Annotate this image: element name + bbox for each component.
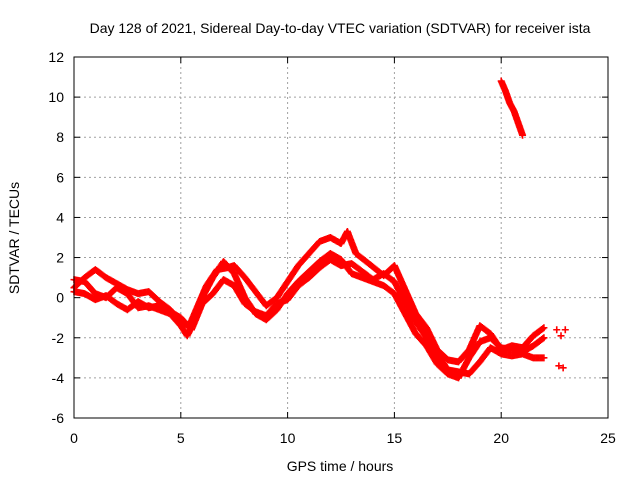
data-point xyxy=(559,364,567,372)
axis-ticks: -6 -4 -2 0 2 4 6 8 10 12 0 5 10 15 20 25 xyxy=(48,49,616,446)
data-point xyxy=(539,335,547,343)
y-tick-label: 4 xyxy=(56,209,64,225)
x-tick-label: 15 xyxy=(387,430,403,446)
data-point xyxy=(555,362,563,370)
x-axis-label: GPS time / hours xyxy=(287,458,394,474)
data-point xyxy=(540,334,548,342)
data-point xyxy=(553,326,561,334)
plot-frame xyxy=(73,56,609,419)
chart-title: Day 128 of 2021, Sidereal Day-to-day VTE… xyxy=(90,20,591,36)
y-tick-label: 8 xyxy=(56,129,64,145)
data-point xyxy=(539,325,547,333)
series-track-4 xyxy=(497,77,527,139)
y-axis-label: SDTVAR / TECUs xyxy=(6,182,22,294)
y-tick-label: 6 xyxy=(56,169,64,185)
data-point xyxy=(557,332,565,340)
data-point xyxy=(540,324,548,332)
x-tick-label: 20 xyxy=(493,430,509,446)
data-point xyxy=(561,326,569,334)
y-tick-label: 10 xyxy=(48,89,64,105)
x-tick-label: 10 xyxy=(280,430,296,446)
x-tick-label: 5 xyxy=(177,430,185,446)
data-point xyxy=(540,354,548,362)
y-tick-label: -6 xyxy=(52,410,65,426)
x-tick-label: 25 xyxy=(600,430,616,446)
x-tick-label: 0 xyxy=(70,430,78,446)
series-track-5 xyxy=(553,326,569,372)
y-tick-label: 0 xyxy=(56,290,64,306)
y-tick-label: -4 xyxy=(52,370,65,386)
y-tick-label: 12 xyxy=(48,49,64,65)
data-point xyxy=(519,131,527,139)
y-tick-label: 2 xyxy=(56,250,64,266)
series-track-3 xyxy=(70,256,548,378)
y-tick-label: -2 xyxy=(52,330,65,346)
data-markers xyxy=(70,77,569,382)
